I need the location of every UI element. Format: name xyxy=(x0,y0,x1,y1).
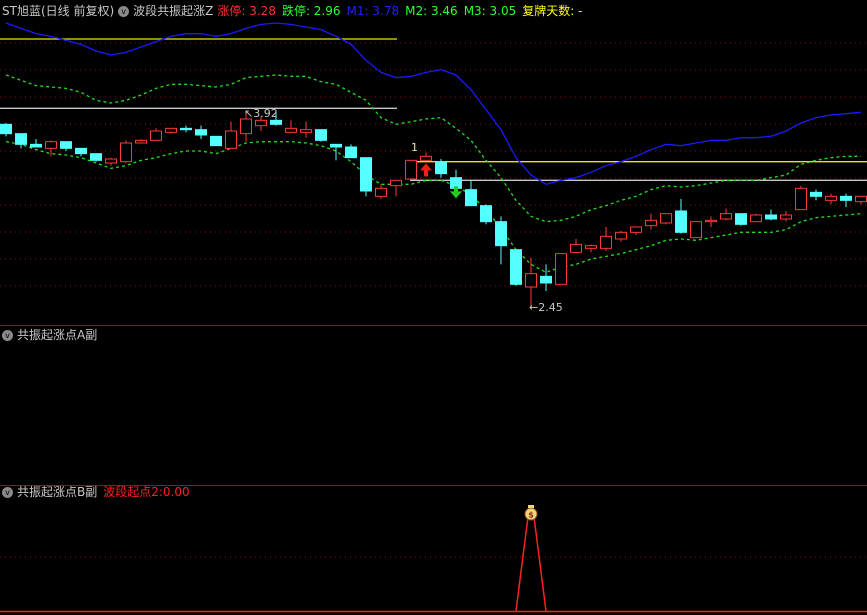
candle-body xyxy=(390,179,402,187)
panel-b-value: 0.00 xyxy=(162,485,190,499)
chevron-down-circle-icon[interactable]: v xyxy=(118,5,130,17)
panel-b-header: v 共振起涨点B副 波段起点2: 0.00 xyxy=(2,484,190,500)
panel-a-header: v 共振起涨点A副 xyxy=(2,327,97,343)
candle-body xyxy=(285,127,297,133)
candle-body xyxy=(225,130,237,149)
candle-body xyxy=(270,119,282,125)
candle-body xyxy=(780,214,792,220)
candle-body xyxy=(690,221,702,239)
candle-body xyxy=(345,146,357,159)
candle-body xyxy=(375,187,387,197)
candle-body xyxy=(120,142,132,163)
panel-b-value-label: 波段起点2: xyxy=(103,485,163,499)
candle-body xyxy=(810,191,822,197)
panel-divider[interactable] xyxy=(0,485,867,486)
candle-body xyxy=(210,135,222,147)
candle-body xyxy=(330,143,342,148)
candle-body xyxy=(615,231,627,240)
candle-body xyxy=(45,141,57,149)
candle-body xyxy=(645,219,657,227)
candle-body xyxy=(540,275,552,284)
panel-b-title: 共振起涨点B副 xyxy=(17,485,98,499)
candle-body xyxy=(675,210,687,233)
candle-body xyxy=(705,219,717,223)
indicator-value-5: 复牌天数: - xyxy=(522,4,583,18)
candle-body xyxy=(720,213,732,220)
signal-number-label: 1 xyxy=(411,141,418,154)
candle-body xyxy=(795,187,807,211)
candle-body xyxy=(750,214,762,223)
candle-body xyxy=(60,141,72,149)
indicator-value-3: M2: 3.46 xyxy=(405,4,458,18)
candle-body xyxy=(360,157,372,192)
low-price-value: 2.45 xyxy=(538,301,563,314)
candle-body xyxy=(255,119,267,127)
indicator-value-0: 涨停: 3.28 xyxy=(217,4,276,18)
candle-body xyxy=(405,159,417,180)
candle-body xyxy=(495,221,507,247)
indicator-name: 波段共振起涨Z xyxy=(133,4,214,18)
candle-body xyxy=(630,226,642,233)
m2-band-line xyxy=(5,74,861,223)
high-price-value: 3.92 xyxy=(253,107,278,120)
candle-body xyxy=(480,205,492,223)
candle-body xyxy=(150,130,162,141)
candle-body xyxy=(510,249,522,285)
money-bag-icon-knot xyxy=(528,505,534,508)
indicator-value-1: 跌停: 2.96 xyxy=(281,4,341,18)
candle-body xyxy=(585,245,597,249)
candle-body xyxy=(30,143,42,148)
candle-body xyxy=(765,214,777,220)
candle-body xyxy=(300,129,312,133)
candle-body xyxy=(840,195,852,201)
candle-body xyxy=(180,127,192,131)
candle-body xyxy=(195,129,207,136)
candle-body xyxy=(525,273,537,288)
candle-body xyxy=(0,123,12,135)
panel-a-title: 共振起涨点A副 xyxy=(17,328,98,342)
panel-divider[interactable] xyxy=(0,325,867,326)
candle-body xyxy=(555,253,567,285)
candle-body xyxy=(660,213,672,224)
main-panel-header: ST旭蓝(日线 前复权) v 波段共振起涨Z 涨停: 3.28 跌停: 2.96 M… xyxy=(2,3,588,19)
chevron-down-circle-icon[interactable]: v xyxy=(2,329,13,341)
money-bag-icon-symbol: $ xyxy=(528,511,534,520)
candle-body xyxy=(825,195,837,201)
candle-body xyxy=(15,133,27,145)
m3-band-line xyxy=(5,141,862,274)
candle-body xyxy=(855,195,867,203)
candle-body xyxy=(75,147,87,155)
candle-body xyxy=(600,235,612,249)
m1-line xyxy=(5,22,862,186)
candle-body xyxy=(465,189,477,207)
candle-body xyxy=(105,158,117,164)
red-up-arrow-icon xyxy=(420,163,432,177)
candle-body xyxy=(435,161,447,175)
indicator-value-4: M3: 3.05 xyxy=(463,4,517,18)
green-down-arrow-icon xyxy=(450,186,462,199)
candle-body xyxy=(315,129,327,141)
candle-body xyxy=(240,118,252,135)
chevron-down-circle-icon[interactable]: v xyxy=(2,486,13,498)
low-price-label: ←2.45 xyxy=(529,301,563,314)
candle-body xyxy=(735,213,747,225)
candle-body xyxy=(420,155,432,161)
panel-b-spike-line xyxy=(515,516,547,612)
indicator-value-2: M1: 3.78 xyxy=(346,4,400,18)
candle-body xyxy=(570,243,582,253)
high-price-label: ↖3.92 xyxy=(244,107,278,120)
stock-name: ST旭蓝(日线 前复权) xyxy=(2,4,115,18)
indicator-values: 涨停: 3.28 跌停: 2.96 M1: 3.78 M2: 3.46 M3: 3.05… xyxy=(217,3,588,19)
candle-body xyxy=(90,153,102,161)
candle-body xyxy=(165,127,177,133)
candle-body xyxy=(135,139,147,144)
